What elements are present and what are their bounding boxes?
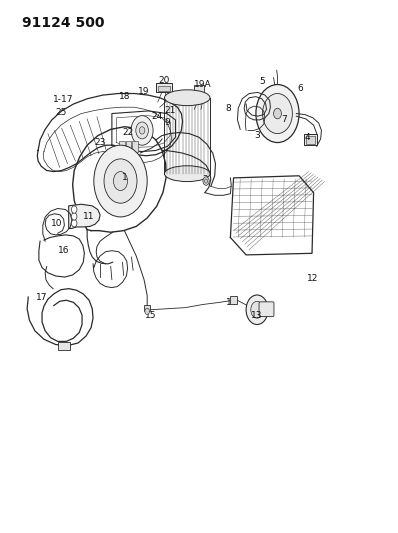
Text: 19: 19	[138, 87, 149, 96]
Polygon shape	[69, 204, 100, 229]
Text: 22: 22	[122, 127, 133, 136]
Text: 5: 5	[259, 77, 265, 86]
Circle shape	[145, 308, 150, 314]
Text: 3: 3	[254, 131, 260, 140]
Circle shape	[203, 177, 209, 185]
Circle shape	[131, 116, 153, 145]
Circle shape	[72, 220, 77, 227]
Text: 11: 11	[83, 213, 95, 221]
Circle shape	[251, 301, 263, 318]
Circle shape	[273, 108, 281, 119]
Bar	[119, 141, 125, 151]
Bar	[158, 86, 170, 91]
Text: 21: 21	[164, 107, 175, 116]
Text: 12: 12	[307, 273, 318, 282]
Bar	[126, 141, 131, 151]
Text: 7: 7	[282, 115, 287, 124]
Bar	[132, 141, 138, 151]
Circle shape	[72, 206, 77, 213]
Text: 15: 15	[145, 311, 157, 319]
Bar	[230, 296, 238, 304]
Text: 19A: 19A	[194, 80, 212, 89]
Bar	[304, 134, 317, 145]
Bar	[156, 83, 172, 92]
Text: 16: 16	[58, 246, 69, 255]
Text: 20: 20	[158, 76, 170, 85]
Circle shape	[94, 145, 147, 217]
Ellipse shape	[164, 166, 210, 182]
Text: 25: 25	[55, 108, 66, 117]
Bar	[306, 136, 315, 143]
Bar	[144, 305, 150, 311]
Bar	[194, 85, 204, 92]
Text: 6: 6	[297, 84, 303, 93]
Text: 2: 2	[202, 175, 208, 184]
Text: 1-17: 1-17	[53, 95, 74, 104]
Circle shape	[113, 172, 128, 191]
Circle shape	[136, 122, 148, 139]
Text: 8: 8	[226, 104, 231, 113]
Circle shape	[104, 159, 137, 203]
Text: 23: 23	[94, 138, 106, 147]
Circle shape	[256, 85, 299, 142]
Text: 10: 10	[51, 219, 63, 228]
Text: 4: 4	[304, 133, 310, 142]
Circle shape	[139, 127, 145, 134]
Text: 17: 17	[35, 293, 47, 302]
Text: 24: 24	[151, 112, 162, 120]
Circle shape	[246, 295, 268, 325]
Circle shape	[263, 93, 293, 134]
Text: 13: 13	[251, 311, 263, 319]
Circle shape	[205, 179, 208, 183]
Ellipse shape	[164, 90, 210, 106]
Bar	[58, 342, 70, 350]
Text: 9: 9	[164, 118, 170, 127]
Text: 14: 14	[226, 298, 237, 307]
Text: 91124 500: 91124 500	[21, 16, 104, 30]
Text: 1: 1	[121, 173, 127, 182]
Circle shape	[72, 213, 77, 220]
Text: 18: 18	[119, 92, 130, 101]
FancyBboxPatch shape	[259, 302, 274, 317]
